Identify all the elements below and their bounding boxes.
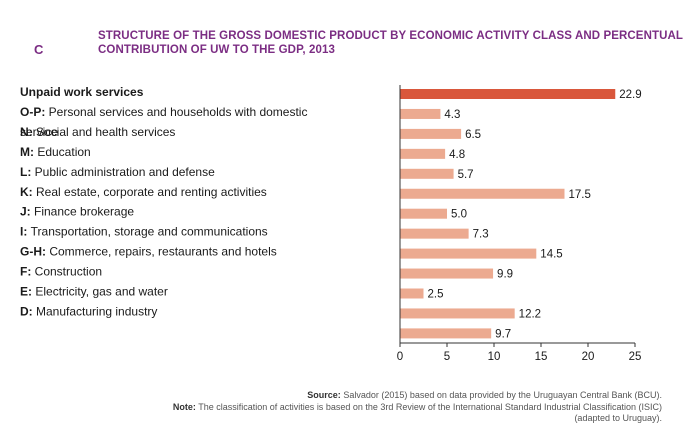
note-text-1: The classification of activities is base… — [198, 401, 662, 412]
note-line: Note: The classification of activities i… — [102, 402, 662, 414]
category-label-9: F: Construction — [20, 265, 102, 279]
source-label: Source: — [307, 390, 341, 400]
category-label-3: M: Education — [20, 145, 91, 159]
category-label-0: Unpaid work services — [20, 85, 144, 99]
x-tick-label-4: 20 — [582, 351, 595, 363]
bar-3 — [400, 148, 446, 159]
category-label-1-cont: service — [20, 125, 58, 139]
value-label-9: 9.9 — [497, 269, 513, 281]
value-label-4: 5.7 — [458, 169, 474, 181]
category-label-1: O-P: Personal services and households wi… — [20, 105, 307, 119]
bar-7 — [400, 228, 469, 239]
category-label-4: L: Public administration and defense — [20, 165, 215, 179]
chart-title-line-2: CONTRIBUTION OF UW TO THE GDP, 2013 — [98, 44, 335, 56]
bar-chart: 22.9 4.3 6.54.8 5.7 17.5 5.0 7.3 14.5 9.9 2.5 12.2… — [20, 85, 642, 363]
value-label-7: 7.3 — [473, 229, 489, 241]
x-tick-label-0: 0 — [397, 351, 403, 363]
category-label-10: E: Electricity, gas and water — [20, 285, 168, 299]
x-tick-label-2: 10 — [488, 351, 501, 363]
bar-12 — [400, 328, 492, 339]
bar-0 — [400, 89, 616, 99]
value-label-0: 22.9 — [619, 89, 641, 101]
value-label-8: 14.5 — [540, 249, 562, 261]
value-label-11: 12.2 — [519, 308, 541, 320]
value-label-6: 5.0 — [451, 209, 467, 221]
chart-notes: Source: Salvador (2015) based on data pr… — [102, 390, 662, 425]
x-tick-label-5: 25 — [629, 351, 642, 363]
note-label: Note: — [172, 401, 196, 412]
source-text: Salvador (2015) based on data provided b… — [343, 390, 662, 400]
bar-8 — [400, 248, 537, 259]
bar-6 — [400, 208, 447, 219]
x-tick-label-3: 15 — [535, 351, 548, 363]
note-line-2: (adapted to Uruguay). — [574, 413, 662, 423]
bar-9 — [400, 268, 494, 279]
bar-5 — [400, 188, 565, 199]
bar-4 — [400, 168, 454, 179]
category-label-11: D: Manufacturing industry — [20, 304, 157, 318]
value-label-10: 2.5 — [428, 289, 444, 301]
value-label-12: 9.7 — [495, 328, 511, 340]
bar-10 — [400, 288, 424, 299]
value-label-3: 4.8 — [449, 149, 465, 161]
source-line: Source: Salvador (2015) based on data pr… — [102, 390, 662, 402]
chart-title-line-1: STRUCTURE OF THE GROSS DOMESTIC PRODUCT … — [98, 30, 684, 42]
chart-title: STRUCTURE OF THE GROSS DOMESTIC PRODUCT … — [98, 29, 688, 57]
category-label-8: G-H: Commerce, repairs, restaurants and … — [20, 245, 277, 259]
category-label-6: J: Finance brokerage — [20, 205, 134, 219]
value-label-5: 17.5 — [569, 189, 591, 201]
figure-letter: C — [34, 42, 44, 57]
value-label-2: 6.5 — [465, 129, 481, 141]
category-label-2: N: Social and health services — [20, 125, 175, 139]
category-label-5: K: Real estate, corporate and renting ac… — [20, 185, 267, 199]
bar-2 — [400, 128, 462, 139]
x-tick-label-1: 5 — [444, 351, 450, 363]
category-label-7: I: Transportation, storage and communica… — [20, 225, 268, 239]
bar-1 — [400, 108, 441, 119]
value-label-1: 4.3 — [444, 109, 460, 121]
bar-11 — [400, 308, 515, 319]
